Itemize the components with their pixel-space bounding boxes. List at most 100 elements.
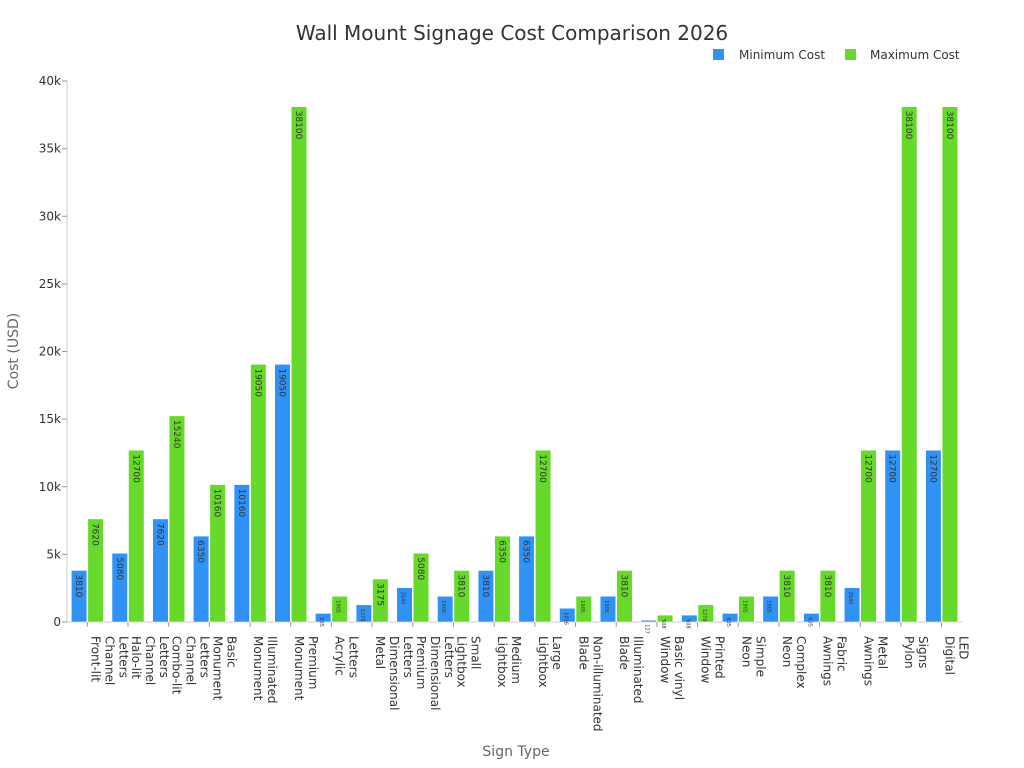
x-tick-label-line: Medium [509,636,523,684]
data-label: 15240 [171,420,181,449]
x-tick-label: DigitalLED [943,636,971,675]
legend-label-max: Maximum Cost [870,48,960,62]
x-tick-label: Front-litChannelLetters [88,636,130,685]
x-tick-label-line: Small [468,636,482,669]
bar-min-cost [396,587,413,623]
x-tick-label-line: Letters [116,636,130,678]
x-tick-label: NeonComplex [780,636,808,689]
data-label: 7620 [90,523,100,546]
data-label: 3810 [73,574,83,597]
bar-max-cost [616,570,633,623]
x-tick-label: Combo-litChannelLetters [170,636,212,695]
x-tick-label-line: Dimensional [428,636,442,710]
data-label: 1270 [359,609,365,622]
bar-max-cost [209,484,226,623]
x-tick-label-line: Monument [251,636,265,701]
data-label: 2540 [400,592,406,605]
bar-max-cost [779,570,796,623]
bar-min-cost [599,595,616,623]
y-tick-label: 40k [39,74,61,88]
x-tick-label-line: Pylon [902,636,916,669]
legend-swatch-min [713,49,724,60]
x-tick-label-line: Non-illuminated [591,636,605,732]
x-tick-label: WindowPrinted [699,636,727,684]
x-tick-label-line: Monument [210,636,224,701]
x-tick-label-line: Illuminated [631,636,645,704]
data-label: 7620 [154,523,164,546]
x-tick-label-line: Halo-lit [129,636,143,679]
x-tick-label-line: Acrylic [332,636,346,676]
bar-max-cost [168,415,185,623]
x-tick-label-line: Letters [442,636,456,678]
x-tick-label: MonumentBasic [210,636,238,701]
legend-label-min: Minimum Cost [739,48,825,62]
data-label: 12700 [927,454,937,483]
data-label: 1905 [579,600,585,613]
data-label: 19050 [252,368,262,397]
x-tick-label: WindowBasic vinyl [658,636,686,700]
data-label: 38100 [903,111,913,140]
x-tick-label-line: Dimensional [387,636,401,710]
bar-max-cost [860,449,877,623]
data-label: 635 [806,617,812,627]
bar-max-cost [697,604,714,623]
x-tick-label: MonumentPremium [292,636,320,701]
x-tick-label: BladeIlluminated [617,636,645,704]
x-tick-label-line: Lightbox [495,636,509,688]
data-label: 635 [725,617,731,627]
x-tick-label-line: Blade [577,636,591,670]
bar-max-cost [657,614,674,623]
legend: Minimum Cost Maximum Cost [713,48,960,62]
x-tick-label-line: Channel [143,636,157,685]
data-label: 6350 [195,540,205,563]
data-label: 508 [660,619,666,629]
bar-min-cost [925,449,942,623]
bar-max-cost [738,595,755,623]
bar-max-cost [87,518,104,623]
x-tick-label-line: Front-lit [88,636,102,682]
bar-min-cost [193,535,210,623]
x-tick-label: PremiumDimensionalLetters [414,636,456,710]
x-tick-label-line: Premium [414,636,428,689]
x-tick-label-line: Fabric [835,636,849,672]
data-label: 2540 [847,592,853,605]
bar-max-cost [901,106,918,623]
x-tick-label-line: Window [658,636,672,684]
data-label: 1905 [742,600,748,613]
data-label: 10160 [236,489,246,518]
y-tick-label: 5k [46,547,61,561]
x-tick-label-line: Printed [713,636,727,679]
y-tick-label: 10k [39,480,61,494]
x-tick-label-line: Awnings [821,636,835,686]
y-tick-label: 20k [39,345,61,359]
data-label: 1905 [603,600,609,613]
chart-title: Wall Mount Signage Cost Comparison 2026 [296,21,728,45]
x-tick-label-line: Channel [184,636,198,685]
bar-min-cost [274,364,291,623]
data-label: 3810 [781,574,791,597]
x-tick-label-line: Metal [373,636,387,669]
x-tick-label: AwningsFabric [821,636,849,686]
x-axis-label: Sign Type [482,744,549,760]
x-tick-label-line: Letters [401,636,415,678]
data-label: 19050 [277,368,287,397]
data-label: 12700 [537,454,547,483]
bar-max-cost [413,553,430,623]
y-tick-label: 25k [39,277,61,291]
bar-max-cost [941,106,958,623]
x-tick-label-line: Neon [780,636,794,667]
x-tick-label: BladeNon-illuminated [577,636,605,732]
x-tick-label-line: Blade [617,636,631,670]
bar-min-cost [111,553,128,623]
x-tick-label-line: Signs [916,636,930,668]
bar-min-cost [518,535,535,623]
data-label: 1016 [562,612,568,625]
data-label: 12700 [863,454,873,483]
bar-max-cost [453,570,470,623]
bar-min-cost [722,613,738,623]
bar-min-cost [559,608,576,623]
bar-min-cost [71,570,88,623]
y-tick-label: 35k [39,142,61,156]
